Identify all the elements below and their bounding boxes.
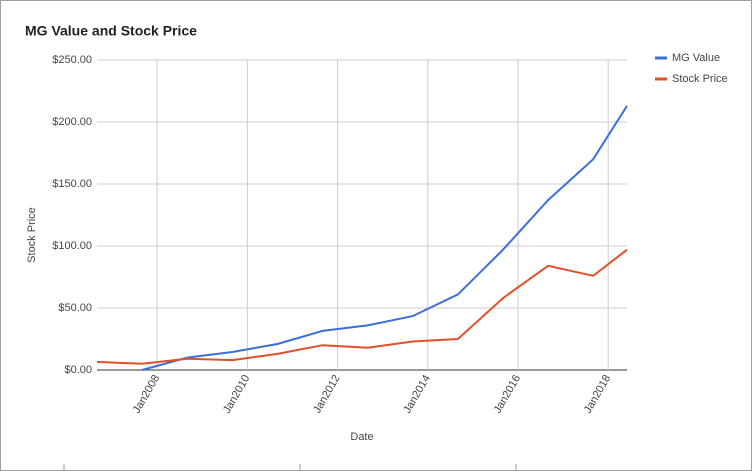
y-axis-title: Stock Price (26, 207, 38, 263)
y-tick-label: $0.00 (64, 364, 92, 376)
series-line (141, 105, 628, 371)
legend-label: MG Value (672, 52, 720, 64)
series-line (96, 248, 628, 365)
y-tick-label: $250.00 (52, 54, 92, 66)
y-tick-label: $100.00 (52, 240, 92, 252)
y-tick-label: $150.00 (52, 178, 92, 190)
y-tick-label: $200.00 (52, 116, 92, 128)
frame-ticks (63, 464, 517, 471)
x-axis-title: Date (350, 431, 373, 443)
legend-label: Stock Price (672, 73, 728, 85)
y-tick-label: $50.00 (58, 302, 92, 314)
chart-title: MG Value and Stock Price (25, 23, 197, 39)
